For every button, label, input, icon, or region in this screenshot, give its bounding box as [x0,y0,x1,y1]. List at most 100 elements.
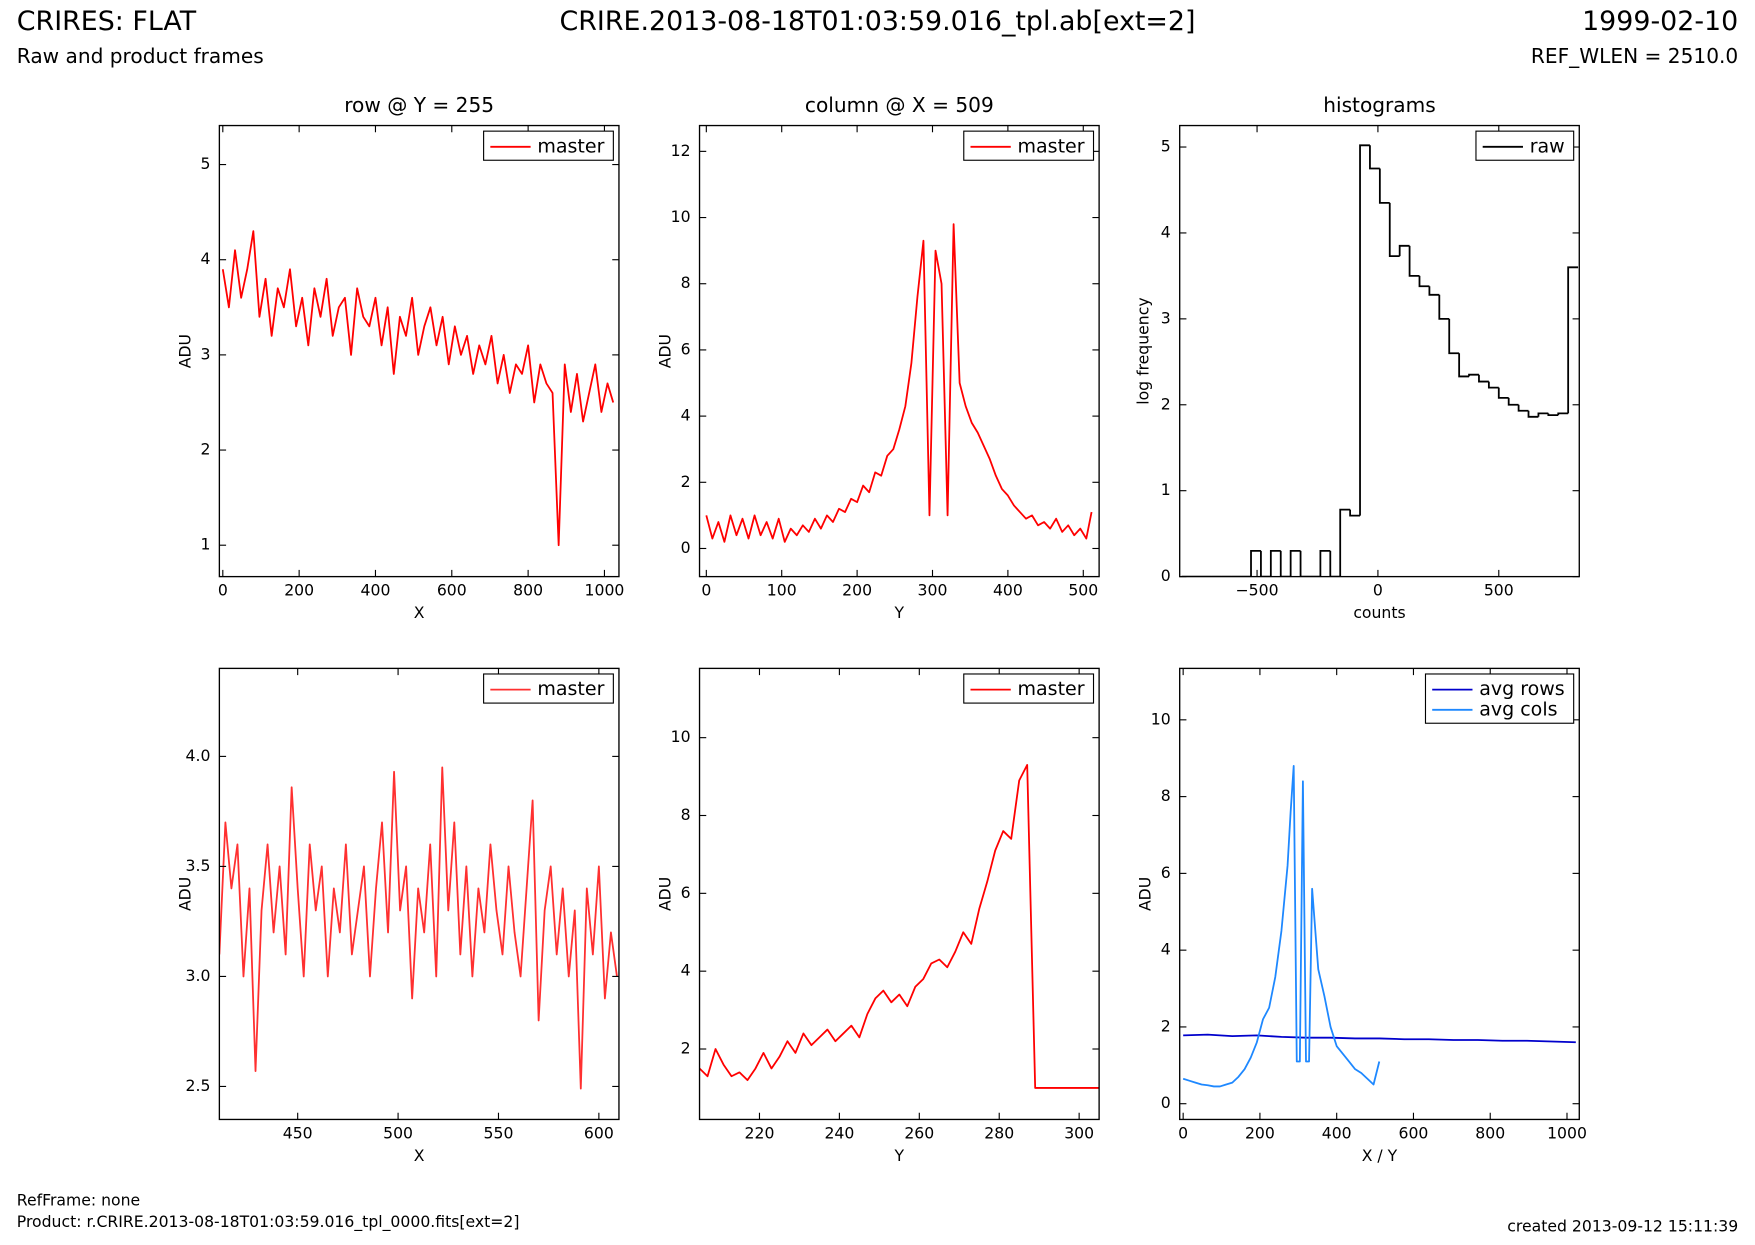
plot-area [1182,765,1576,1088]
histogram-step [1547,413,1559,416]
x-tick-label: 400 [1322,1124,1352,1143]
y-axis-label: ADU [655,334,674,368]
y-axis-label: ADU [1136,877,1155,911]
histogram-step [1468,373,1479,377]
data-line [219,766,618,1090]
histogram-step [1517,404,1529,412]
y-tick-label: 8 [681,805,691,824]
x-tick-label: 400 [993,581,1023,600]
y-tick-label: 0 [681,538,691,557]
x-tick-label: 0 [218,581,228,600]
y-tick-label: 10 [1151,709,1171,728]
x-tick-label: 300 [918,581,948,600]
y-tick-label: 3.0 [186,966,211,985]
legend: master [483,130,614,161]
y-tick-label: 0 [1161,566,1171,585]
y-tick-label: 1 [200,535,210,554]
y-tick-label: 2.5 [186,1076,211,1095]
histogram-step [1458,353,1470,378]
y-tick-label: 2 [200,440,210,459]
x-tick-label: 0 [1373,581,1383,600]
y-tick-label: 4 [681,406,691,425]
x-axis-label: counts [1353,603,1405,622]
legend-label: master [537,678,604,700]
x-tick-label: 500 [383,1124,413,1143]
x-tick-label: 1000 [585,581,625,600]
x-tick-label: 1000 [1547,1124,1587,1143]
x-tick-label: 260 [904,1124,934,1143]
y-axis-label: ADU [175,334,194,368]
x-tick-label: 0 [701,581,711,600]
x-tick-label: 200 [1245,1124,1275,1143]
date: 1999-02-10 [1582,6,1738,37]
plot-area [705,223,1093,543]
y-axis-label: ADU [175,877,194,911]
histogram-step [1398,244,1410,257]
y-tick-label: 2 [681,1039,691,1058]
panel: 0 200 400 600 800 1000 0 2 4 6 8 10 X / Y ADU avg rows… [1136,667,1587,1165]
y-tick-label: 4 [681,961,691,980]
x-axis-label: Y [894,1146,905,1165]
y-tick-label: 5 [200,154,210,173]
y-tick-label: 8 [681,273,691,292]
x-tick-label: 800 [1475,1124,1505,1143]
y-tick-label: 2 [1161,1016,1171,1035]
x-tick-label: 500 [1068,581,1098,600]
x-tick-label: 550 [484,1124,514,1143]
y-axis-label: log frequency [1133,297,1152,404]
ref-wlen: REF_WLEN = 2510.0 [1531,44,1738,68]
histogram-step [1487,381,1499,389]
y-tick-label: 2 [681,472,691,491]
histogram-step [1289,549,1301,577]
histogram-step [1567,266,1579,414]
page-title: CRIRES: FLAT [17,6,197,37]
axes-frame [698,667,1100,1121]
axes-frame [698,124,1100,578]
x-tick-label: 280 [984,1124,1014,1143]
y-tick-label: 2 [1161,394,1171,413]
legend: master [963,130,1095,161]
plot-area [1181,144,1579,577]
y-tick-label: 3 [1161,308,1171,327]
x-tick-label: 200 [842,581,872,600]
x-tick-label: 450 [283,1124,313,1143]
panel: 0 200 400 600 800 1000 1 2 3 4 5 row @ Y = 255 X ADU m… [175,93,624,622]
x-axis-label: Y [894,603,905,622]
y-tick-label: 4.0 [186,746,211,765]
histogram-step [1319,549,1331,577]
product: Product: r.CRIRE.2013-08-18T01:03:59.016… [17,1212,520,1232]
histogram-step [1448,318,1460,355]
ref-frame: RefFrame: none [17,1191,140,1210]
x-tick-label: 500 [1484,581,1514,600]
histogram-step [1299,550,1311,577]
y-tick-label: 4 [200,249,210,268]
data-line [221,230,615,547]
y-tick-label: 6 [681,339,691,358]
legend: raw [1475,130,1575,161]
x-tick-label: −500 [1236,581,1279,600]
y-tick-label: 4 [1161,940,1171,959]
histogram-step [1269,549,1281,577]
legend-label: avg rows [1479,678,1565,700]
panel: 220 240 260 280 300 2 4 6 8 10 Y ADU master [655,667,1100,1165]
legend-label: master [537,135,604,157]
histogram-step [1537,412,1549,417]
axes-frame [1179,667,1580,1121]
file-name: CRIRE.2013-08-18T01:03:59.016_tpl.ab[ext… [560,6,1196,37]
data-line [699,764,1100,1089]
legend-label: raw [1530,135,1565,157]
x-tick-label: 220 [745,1124,775,1143]
legend-label: master [1018,135,1085,157]
x-tick-label: 100 [767,581,797,600]
panel: 450 500 550 600 2.5 3.0 3.5 4.0 X ADU master [175,667,620,1165]
data-line [705,223,1093,543]
x-tick-label: 300 [1064,1124,1094,1143]
legend: master [963,673,1095,704]
y-tick-label: 12 [671,141,691,160]
histogram-step [1527,410,1539,418]
data-line [1182,765,1381,1088]
x-axis-label: X / Y [1362,1146,1398,1165]
legend: master [483,673,614,704]
panel-title: histograms [1323,93,1436,117]
